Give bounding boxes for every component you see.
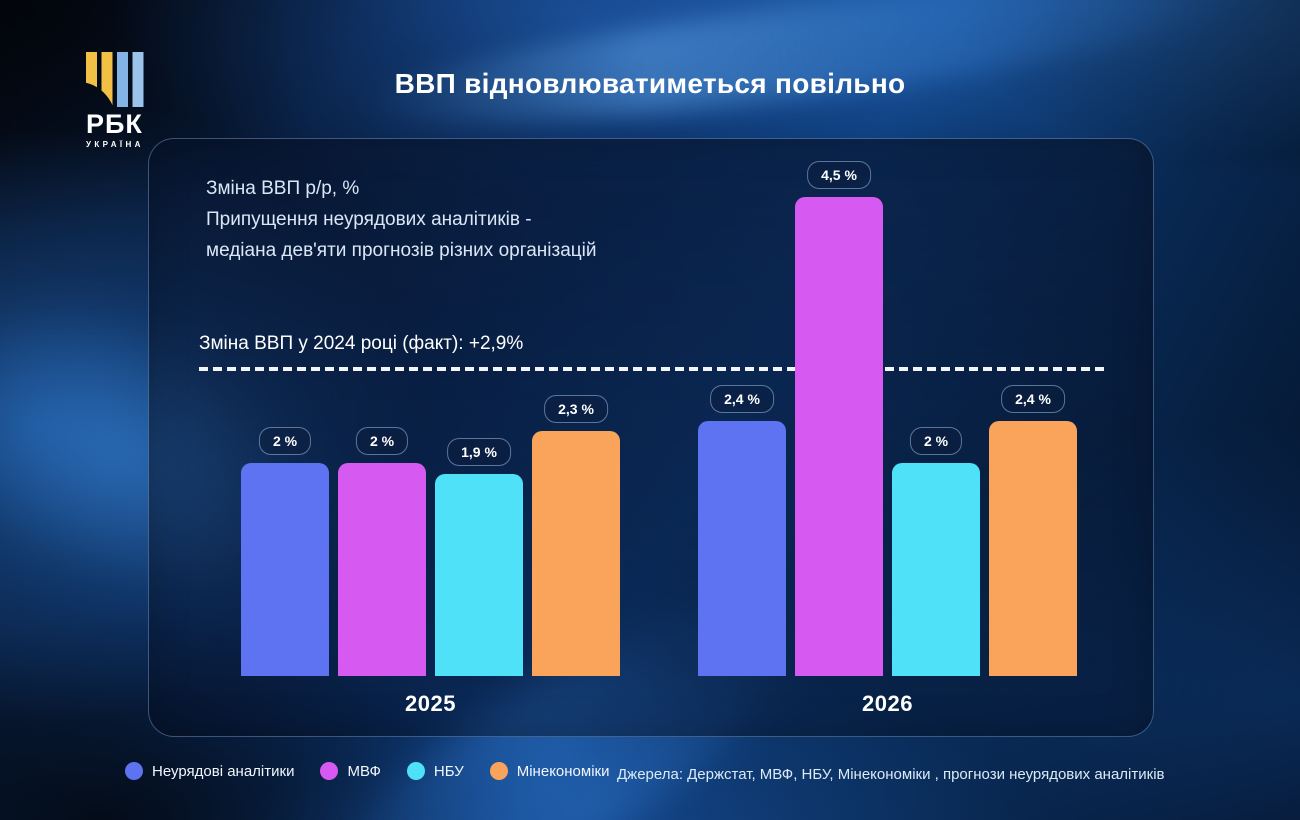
legend-dot-icon — [489, 762, 508, 780]
bar-2026-МВФ: 4,5 % — [795, 161, 883, 676]
legend-label: МВФ — [347, 762, 381, 780]
bar-2025-НБУ: 1,9 % — [435, 438, 523, 676]
bar-value-badge: 2,4 % — [1001, 385, 1065, 413]
legend: Неурядові аналітики МВФ НБУ Мінекономіки — [125, 762, 609, 780]
legend-label: НБУ — [433, 762, 464, 780]
bar-value-badge: 4,5 % — [807, 161, 871, 189]
category-label-2025: 2025 — [405, 691, 456, 716]
bar-value-badge: 2,4 % — [710, 385, 774, 413]
category-label-2026: 2026 — [862, 691, 913, 716]
logo-brand: РБК — [86, 109, 143, 139]
legend-label: Мінекономіки — [516, 762, 610, 780]
x-axis: 2025 2026 — [149, 691, 1153, 731]
bar-2026-Мінекономіки: 2,4 % — [989, 385, 1077, 676]
baseline-dashed-line — [199, 367, 1104, 371]
baseline-label: Зміна ВВП у 2024 році (факт): +2,9% — [199, 333, 524, 354]
source-text: Джерела: Держстат, МВФ, НБУ, Мінекономік… — [617, 766, 1165, 783]
subtitle-line-3: медіана дев'яти прогнозів різних організ… — [206, 240, 597, 261]
subtitle-line-1: Зміна ВВП р/р, % — [206, 178, 360, 199]
bar-value-badge: 2 % — [909, 427, 963, 455]
legend-dot-icon — [320, 762, 339, 780]
subtitle-line-2: Припущення неурядових аналітиків - — [206, 209, 532, 230]
legend-item-Мінекономіки: Мінекономіки — [489, 762, 610, 780]
bar-2026-Неурядові аналітики: 2,4 % — [698, 385, 786, 676]
bar-2025-Неурядові аналітики: 2 % — [241, 427, 329, 676]
legend-item-Неурядові аналітики: Неурядові аналітики — [125, 762, 294, 780]
bar-value-badge: 1,9 % — [447, 438, 511, 466]
legend-dot-icon — [406, 762, 425, 780]
bar-value-badge: 2,3 % — [544, 395, 608, 423]
bar-value-badge: 2 % — [355, 427, 409, 455]
legend-item-НБУ: НБУ — [406, 762, 464, 780]
legend-item-МВФ: МВФ — [320, 762, 381, 780]
bar-2025-Мінекономіки: 2,3 % — [532, 395, 620, 676]
bar-group-2025: 2 % 2 % 1,9 % 2,3 % — [241, 395, 620, 676]
bar-2025-МВФ: 2 % — [338, 427, 426, 676]
rbc-ukraine-logo: РБК УКРАЇНА — [86, 52, 148, 149]
baseline-2024: Зміна ВВП у 2024 році (факт): +2,9% — [199, 330, 1104, 371]
bar-group-2026: 2,4 % 4,5 % 2 % 2,4 % — [698, 161, 1077, 676]
bar-2026-НБУ: 2 % — [892, 427, 980, 676]
logo-country: УКРАЇНА — [86, 140, 144, 149]
legend-label: Неурядові аналітики — [152, 762, 295, 780]
chart-card: Зміна ВВП р/р, % Припущення неурядових а… — [148, 138, 1154, 737]
bar-plot: 2 % 2 % 1,9 % 2,3 % 2,4 % 4,5 % 2 % 2,4 % — [149, 139, 1153, 676]
logo-bars-icon — [86, 52, 144, 107]
legend-dot-icon — [125, 762, 143, 780]
chart-subtitle: Зміна ВВП р/р, % Припущення неурядових а… — [206, 173, 597, 266]
page-title: ВВП відновлюватиметься повільно — [394, 68, 906, 99]
bar-value-badge: 2 % — [258, 427, 312, 455]
